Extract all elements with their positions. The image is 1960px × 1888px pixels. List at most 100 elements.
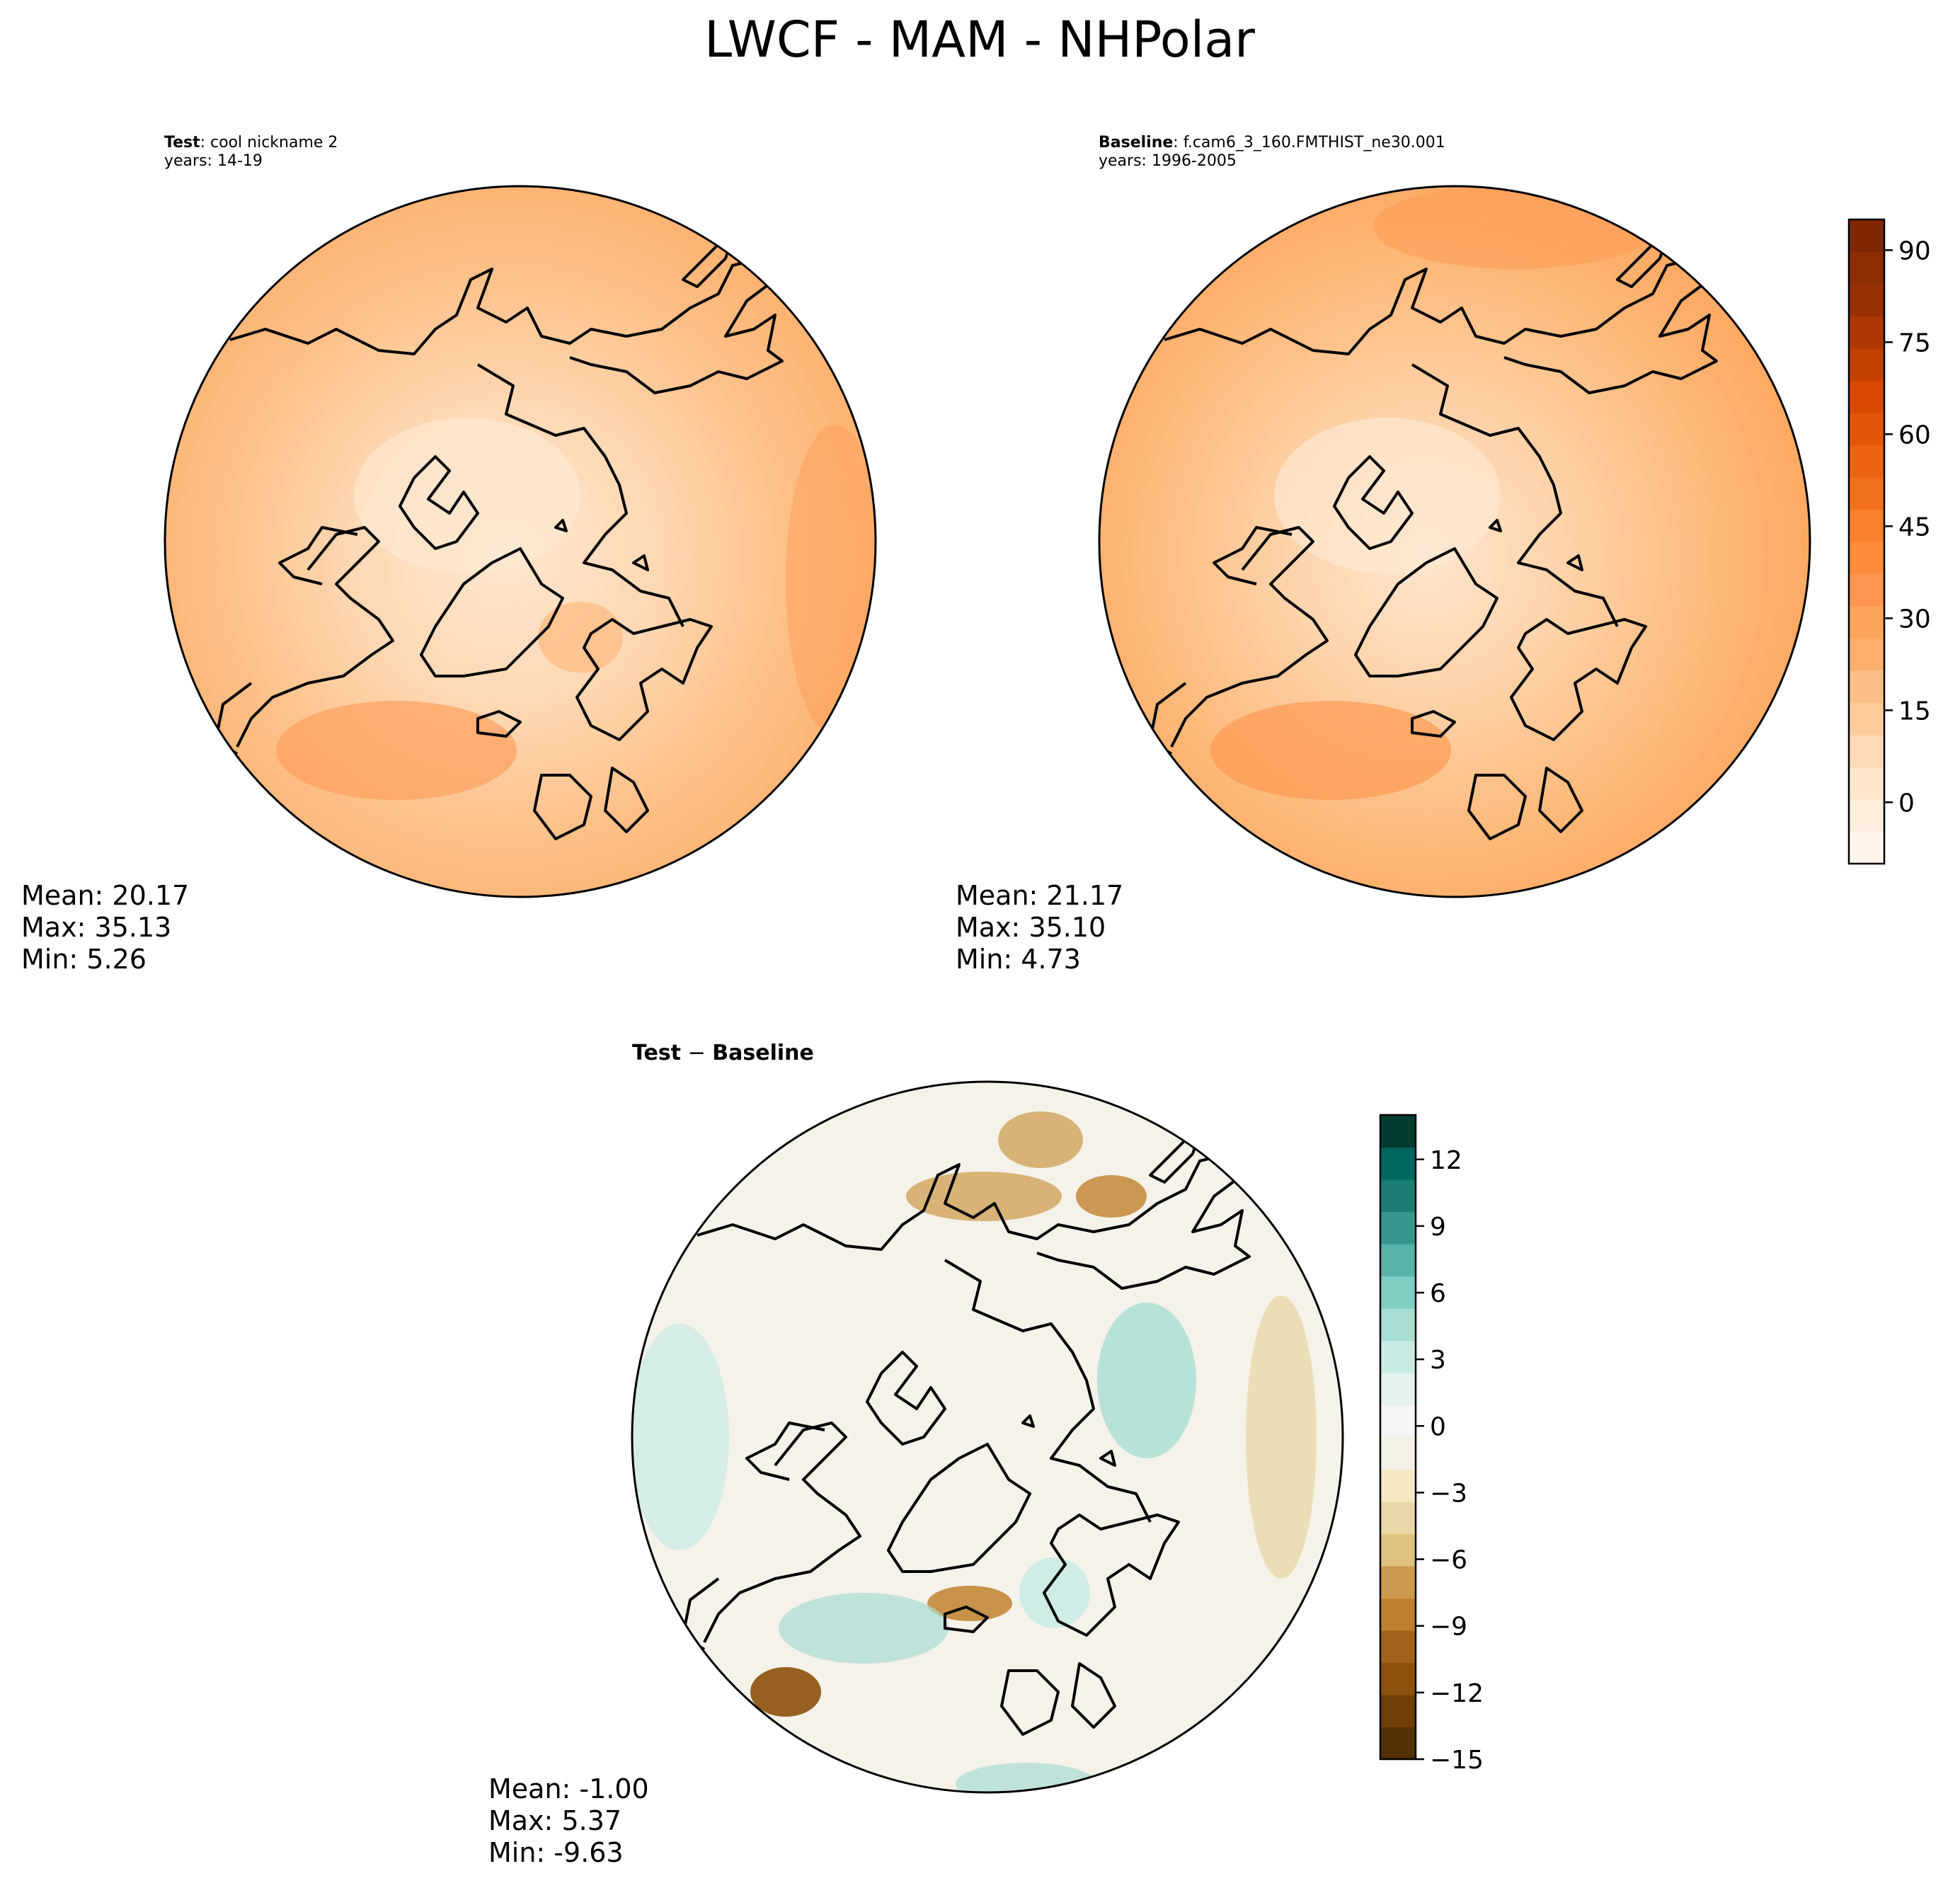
panel-baseline-label-rest: : f.cam6_3_160.FMTHIST_ne30.001 [1173,134,1445,151]
colorbar-brbg-segment [1380,1404,1416,1438]
colorbar-oranges-segment [1849,542,1884,575]
map-baseline-blob [1210,701,1451,800]
map-baseline-boundary [1098,185,1811,898]
colorbar-brbg-segment [1380,1115,1416,1148]
map-diff-blob [1019,1557,1090,1628]
panel-baseline-max: Max: 35.10 [956,912,1106,943]
panel-diff-label-sep: − [681,1041,712,1065]
colorbar-brbg-segment [1380,1437,1416,1470]
colorbar-oranges-segment [1849,670,1884,704]
colorbar-oranges-tick-label: 0 [1898,789,1915,818]
colorbar-brbg-tick-label: −6 [1430,1546,1467,1575]
panel-diff-label-b: Baseline [712,1041,814,1065]
figure-title: LWCF - MAM - NHPolar [704,11,1255,69]
colorbar-oranges-segment [1849,316,1884,349]
panel-test-years: years: 14-19 [164,152,263,170]
colorbar-oranges-tick-label: 45 [1898,513,1931,542]
panel-test: Test: cool nickname 2 years: 14-19 Mean:… [21,134,877,975]
colorbar-oranges-segment [1849,251,1884,285]
map-diff-boundary [631,1080,1344,1794]
colorbar-oranges-segment [1849,509,1884,542]
panel-diff: Test − Baseline Mean: -1.00 Max: 5.37 Mi… [488,1041,1484,1868]
map-test [165,186,876,897]
colorbar-oranges-segment [1849,219,1884,253]
colorbar-brbg-tick-label: −15 [1430,1746,1484,1775]
colorbar-brbg-tick-label: −12 [1430,1679,1484,1708]
colorbar-oranges-segment [1849,573,1884,607]
colorbar-brbg-segment [1380,1308,1416,1341]
colorbar-brbg-segment [1380,1501,1416,1535]
panel-baseline-label-bold: Baseline [1099,134,1173,151]
colorbar-brbg-segment [1380,1469,1416,1502]
colorbar-brbg-tick-label: 9 [1430,1213,1446,1242]
colorbar-brbg-frame [1379,1114,1417,1761]
colorbar-brbg-tick-label: −3 [1430,1479,1467,1508]
panel-test-max: Max: 35.13 [21,912,171,943]
colorbar-oranges-segment [1849,284,1884,317]
map-diff-blob [998,1111,1083,1168]
colorbar-brbg: 12 9 6 3 0 −3 −6 −9 −12 −15 [1379,1114,1484,1775]
map-test-blob [276,701,517,800]
colorbar-brbg-segment [1380,1566,1416,1599]
colorbar-oranges-tick-label: 90 [1898,236,1931,265]
map-test-blob [538,602,623,673]
colorbar-brbg-segment [1380,1630,1416,1664]
colorbar-oranges-segment [1849,767,1884,800]
colorbar-brbg-segment [1380,1695,1416,1728]
map-diff-blob [750,1667,821,1717]
map-diff-blob [632,1324,729,1550]
colorbar-oranges-segment [1849,477,1884,510]
colorbar-brbg-tick-label: −9 [1430,1613,1467,1642]
map-baseline [1099,186,1810,897]
colorbar-oranges-segment [1849,735,1884,768]
panel-test-label: Test: cool nickname 2 [164,134,338,151]
map-test-blob [786,425,876,736]
map-baseline-blob [1274,418,1501,573]
colorbar-brbg-segment [1380,1533,1416,1567]
colorbar-brbg-tick-label: 3 [1430,1346,1446,1375]
map-baseline-blob [1373,186,1656,269]
panel-diff-min: Min: -9.63 [488,1837,624,1868]
colorbar-brbg-segment [1380,1598,1416,1631]
map-test-boundary [164,185,877,898]
colorbar-brbg-segment [1380,1373,1416,1406]
colorbar-brbg-segment [1380,1276,1416,1309]
colorbar-oranges-segment [1849,348,1884,382]
map-diff [632,1082,1343,1792]
colorbar-brbg-segment [1380,1147,1416,1180]
colorbar-oranges-tick-label: 75 [1898,328,1931,357]
colorbar-oranges-tick-label: 15 [1898,697,1931,726]
colorbar-oranges-segment [1849,799,1884,833]
colorbar-brbg-segment [1380,1662,1416,1695]
panel-test-mean: Mean: 20.17 [21,880,189,911]
panel-test-label-bold: Test [164,134,200,151]
map-diff-blob [1246,1295,1317,1579]
colorbar-oranges-segment [1849,380,1884,413]
colorbar-brbg-tick-label: 0 [1430,1412,1446,1441]
panel-baseline-min: Min: 4.73 [956,944,1081,975]
colorbar-brbg-segment [1380,1244,1416,1277]
map-diff-blob [1076,1175,1147,1218]
colorbar-brbg-segment [1380,1179,1416,1213]
colorbar-oranges-tick-label: 60 [1898,420,1931,450]
colorbar-oranges-segment [1849,413,1884,446]
map-diff-blob [906,1172,1062,1221]
colorbar-oranges: 90 75 60 45 30 15 0 [1847,218,1931,865]
colorbar-brbg-tick-label: 6 [1430,1279,1446,1308]
map-diff-blob [779,1593,949,1664]
panel-baseline-label: Baseline: f.cam6_3_160.FMTHIST_ne30.001 [1099,134,1445,151]
colorbar-oranges-tick-label: 30 [1898,605,1931,634]
colorbar-brbg-segment [1380,1727,1416,1760]
colorbar-oranges-segment [1849,702,1884,736]
panel-baseline: Baseline: f.cam6_3_160.FMTHIST_ne30.001 … [956,134,1931,975]
panel-test-min: Min: 5.26 [21,944,147,975]
map-diff-blob [1097,1303,1196,1458]
panel-diff-mean: Mean: -1.00 [488,1773,649,1804]
colorbar-brbg-segment [1380,1340,1416,1373]
colorbar-brbg-tick-label: 12 [1430,1146,1462,1175]
panel-diff-label-a: Test [632,1041,681,1065]
colorbar-brbg-segment [1380,1211,1416,1245]
panel-test-label-rest: : cool nickname 2 [200,134,338,151]
colorbar-oranges-segment [1849,638,1884,671]
